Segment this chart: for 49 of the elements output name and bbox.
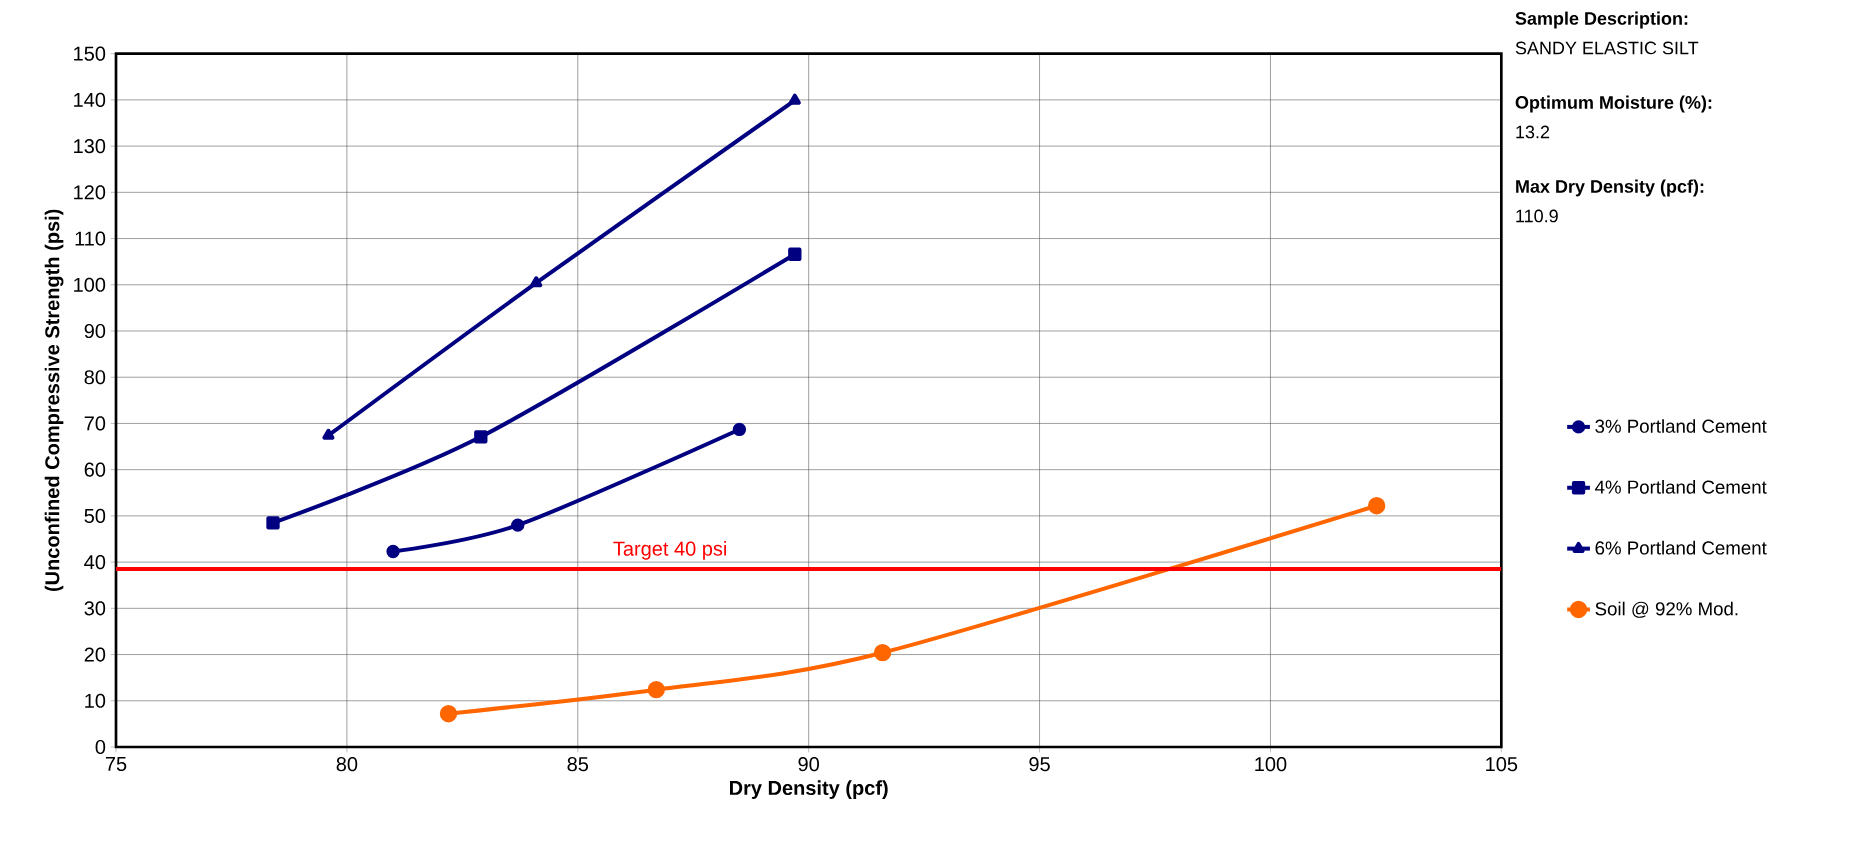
y-tick-label: 130 — [74, 139, 106, 154]
legend-label: 3% Portland Cement — [1595, 419, 1767, 433]
point — [732, 422, 747, 437]
text: 13.2 — [1516, 125, 1550, 139]
y-tick-label: 150 — [74, 46, 106, 61]
point — [788, 247, 802, 261]
y-tick-label: 90 — [84, 323, 106, 339]
y-tick-label: 100 — [74, 277, 106, 292]
text: SANDY ELASTIC SILT — [1515, 41, 1699, 55]
text: 110.9 — [1516, 209, 1558, 223]
y-tick-label: 80 — [84, 370, 106, 385]
y-tick-label: 0 — [95, 739, 106, 755]
point — [322, 428, 335, 440]
y-tick-label: 10 — [85, 693, 106, 708]
y-tick-label: 120 — [74, 185, 106, 200]
x-tick-label: 85 — [567, 757, 589, 772]
y-tick-label: 60 — [84, 462, 106, 477]
point — [530, 276, 543, 288]
y-tick-label: 110 — [75, 231, 106, 246]
point — [873, 644, 892, 662]
legend-label: 4% Portland Cement — [1595, 480, 1767, 494]
x-tick-label: 105 — [1486, 757, 1518, 772]
x-tick-label: 95 — [1029, 757, 1050, 772]
ref-line-label: Target 40 psi — [613, 541, 727, 560]
point — [647, 681, 665, 699]
y-tick-label: 50 — [84, 508, 106, 523]
y-tick-label: 70 — [84, 416, 106, 431]
point — [439, 705, 458, 723]
x-tick-label: 100 — [1255, 757, 1287, 772]
point — [266, 516, 280, 530]
y-tick-label: 140 — [74, 92, 106, 107]
x-axis-title: Dry Density (pcf) — [729, 780, 888, 799]
point — [386, 544, 400, 559]
legend-label: 6% Portland Cement — [1595, 540, 1767, 555]
y-axis-title: (Unconfined Compressive Strength (psi) — [44, 209, 64, 592]
point — [788, 93, 801, 105]
point — [474, 430, 488, 444]
x-tick-label: 90 — [798, 757, 819, 772]
x-tick-label: 80 — [336, 757, 358, 772]
y-tick-label: 40 — [84, 555, 106, 570]
text: Sample Description: — [1515, 11, 1688, 29]
point — [511, 518, 525, 532]
y-tick-label: 20 — [84, 647, 106, 662]
y-tick-label: 30 — [84, 601, 106, 616]
point — [1367, 497, 1386, 515]
x-tick-label: 75 — [105, 757, 127, 771]
legend-label: Soil @ 92% Mod. — [1595, 601, 1738, 618]
text: Max Dry Density (pcf): — [1516, 179, 1704, 197]
text: Optimum Moisture (%): — [1515, 95, 1712, 113]
